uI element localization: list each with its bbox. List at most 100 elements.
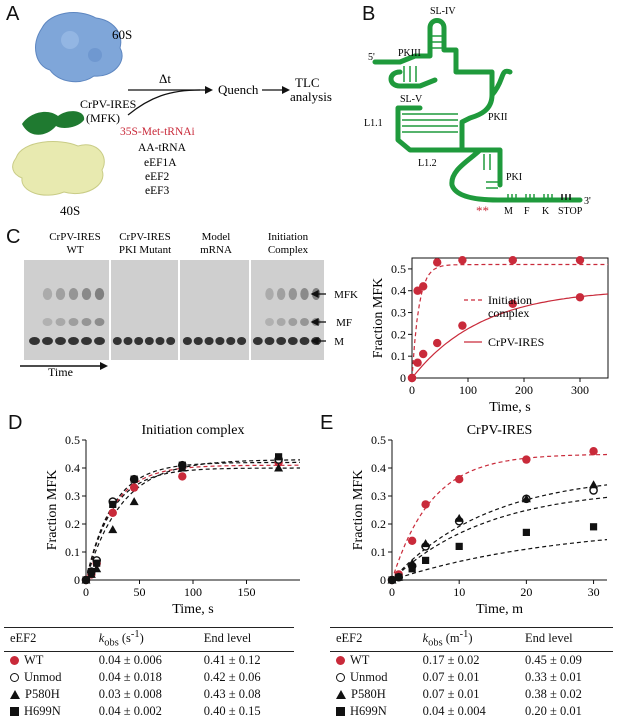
codon-stop: STOP bbox=[558, 206, 583, 217]
band-m bbox=[264, 337, 275, 345]
data-point-wt bbox=[421, 500, 430, 509]
band-mf bbox=[265, 318, 274, 326]
x-tick-label: 300 bbox=[571, 383, 589, 397]
filled-circle-icon bbox=[336, 656, 345, 666]
y-tick-label: 0.2 bbox=[391, 327, 406, 341]
data-point-h699n bbox=[178, 461, 186, 469]
base-pair-rungs bbox=[402, 35, 498, 189]
band-m bbox=[252, 337, 263, 345]
x-tick-label: 20 bbox=[520, 585, 532, 599]
band-mfk bbox=[55, 288, 66, 300]
y-tick-label: 0.4 bbox=[391, 284, 406, 298]
band-mf bbox=[288, 318, 298, 326]
data-point-p580h bbox=[589, 480, 599, 489]
label-5prime: 5' bbox=[368, 52, 375, 63]
data-point-crpv-ires bbox=[458, 321, 467, 330]
panel-c-gel: CrPV-IRES WT CrPV-IRES PKI Mutant Model … bbox=[20, 231, 358, 379]
data-point-initiation-complex bbox=[458, 255, 467, 265]
filled-circle-icon bbox=[10, 656, 19, 666]
fit-line-p580h bbox=[391, 484, 608, 581]
y-tick-label: 0.1 bbox=[65, 545, 80, 559]
open-circle-icon bbox=[10, 673, 19, 683]
lane-label-model-2: mRNA bbox=[200, 244, 232, 256]
ires-secondary-structure bbox=[372, 18, 583, 203]
lane-label-model-1: Model bbox=[202, 231, 231, 243]
data-point-h699n bbox=[109, 500, 117, 508]
legend-entry-line2: complex bbox=[488, 306, 529, 320]
table-d-row: WT 0.04 ± 0.006 0.41 ± 0.12 bbox=[4, 651, 294, 669]
table-e-row: Unmod 0.07 ± 0.01 0.33 ± 0.01 bbox=[330, 669, 613, 686]
band-m bbox=[237, 337, 247, 345]
codon-ticks bbox=[507, 194, 571, 200]
x-tick-label: 200 bbox=[515, 383, 533, 397]
band-mf bbox=[94, 318, 105, 326]
codon-f: F bbox=[524, 206, 530, 217]
band-mf bbox=[81, 318, 92, 326]
band-mfk bbox=[68, 288, 79, 300]
data-point-h699n bbox=[87, 568, 95, 576]
data-point-initiation-complex bbox=[508, 255, 517, 265]
band-m bbox=[134, 337, 144, 345]
reagent-met-trna: 35S-Met-tRNAi bbox=[120, 126, 195, 138]
red-stars: ** bbox=[476, 203, 489, 218]
x-tick-label: 0 bbox=[389, 585, 395, 599]
table-e-row: H699N 0.04 ± 0.004 0.20 ± 0.01 bbox=[330, 703, 613, 720]
band-mf bbox=[55, 318, 66, 326]
reagent-eef3: eEF3 bbox=[145, 185, 170, 197]
label-l12: L1.2 bbox=[418, 158, 437, 169]
y-tick-label: 0 bbox=[74, 573, 80, 587]
data-point-h699n bbox=[421, 556, 430, 564]
data-point-p580h bbox=[521, 494, 531, 503]
panel-label-d: D bbox=[8, 412, 23, 434]
chart-d-initiation-complex: 0 50 100 150 0 0.1 0.2 0.3 0.4 0.5 Time, s Fraction… bbox=[45, 423, 300, 615]
legend-entry: Initiation bbox=[488, 293, 532, 307]
ribosome-40s-icon bbox=[12, 141, 105, 196]
band-m bbox=[276, 337, 287, 345]
label-sl-v: SL-V bbox=[400, 94, 423, 105]
data-point-h699n bbox=[93, 559, 101, 567]
panel-label-a: A bbox=[6, 3, 20, 25]
data-point-h699n bbox=[130, 475, 138, 483]
band-m bbox=[123, 337, 133, 345]
label-l11: L1.1 bbox=[364, 118, 383, 129]
band-label-m: M bbox=[334, 336, 344, 348]
y-tick-label: 0.2 bbox=[371, 517, 386, 531]
table-e-header-eef2: eEF2 bbox=[330, 627, 417, 652]
band-m bbox=[166, 337, 176, 345]
band-m bbox=[29, 337, 40, 345]
panel-label-e: E bbox=[320, 412, 334, 434]
band-m bbox=[215, 337, 225, 345]
band-mfk bbox=[94, 288, 105, 300]
band-mfk bbox=[288, 288, 298, 300]
data-point-h699n bbox=[589, 523, 598, 531]
lane-label-pki-2: PKI Mutant bbox=[119, 244, 171, 256]
label-pkii: PKII bbox=[488, 112, 507, 123]
band-m bbox=[155, 337, 165, 345]
band-mfk bbox=[276, 288, 286, 300]
band-label-mfk: MFK bbox=[334, 289, 358, 301]
data-point-wt bbox=[454, 475, 464, 484]
data-point-p580h bbox=[421, 539, 431, 548]
x-tick-label: 10 bbox=[453, 585, 465, 599]
y-tick-label: 0.5 bbox=[371, 433, 386, 447]
band-m bbox=[182, 337, 192, 345]
label-pkiii: PKIII bbox=[398, 48, 421, 59]
data-point-initiation-complex bbox=[433, 258, 442, 267]
fit-line-unmod bbox=[85, 461, 300, 581]
table-e-row: P580H 0.07 ± 0.01 0.38 ± 0.02 bbox=[330, 686, 613, 703]
mix-arrow-curve bbox=[127, 89, 201, 116]
band-m bbox=[204, 337, 214, 345]
band-m bbox=[299, 337, 310, 345]
data-point-crpv-ires bbox=[433, 338, 442, 348]
band-mfk bbox=[42, 288, 53, 300]
y-tick-label: 0.3 bbox=[371, 489, 386, 503]
x-tick-label: 0 bbox=[83, 585, 89, 599]
panel-label-b: B bbox=[362, 3, 376, 25]
y-tick-label: 0.1 bbox=[391, 349, 406, 363]
time-label: Time bbox=[48, 365, 73, 379]
reagent-eef2: eEF2 bbox=[145, 171, 170, 183]
gel-separators bbox=[109, 260, 251, 360]
fit-line-h699n bbox=[85, 467, 300, 581]
ribosome-60s-icon bbox=[35, 12, 123, 83]
lane-label-wt-1: CrPV-IRES bbox=[49, 231, 101, 243]
